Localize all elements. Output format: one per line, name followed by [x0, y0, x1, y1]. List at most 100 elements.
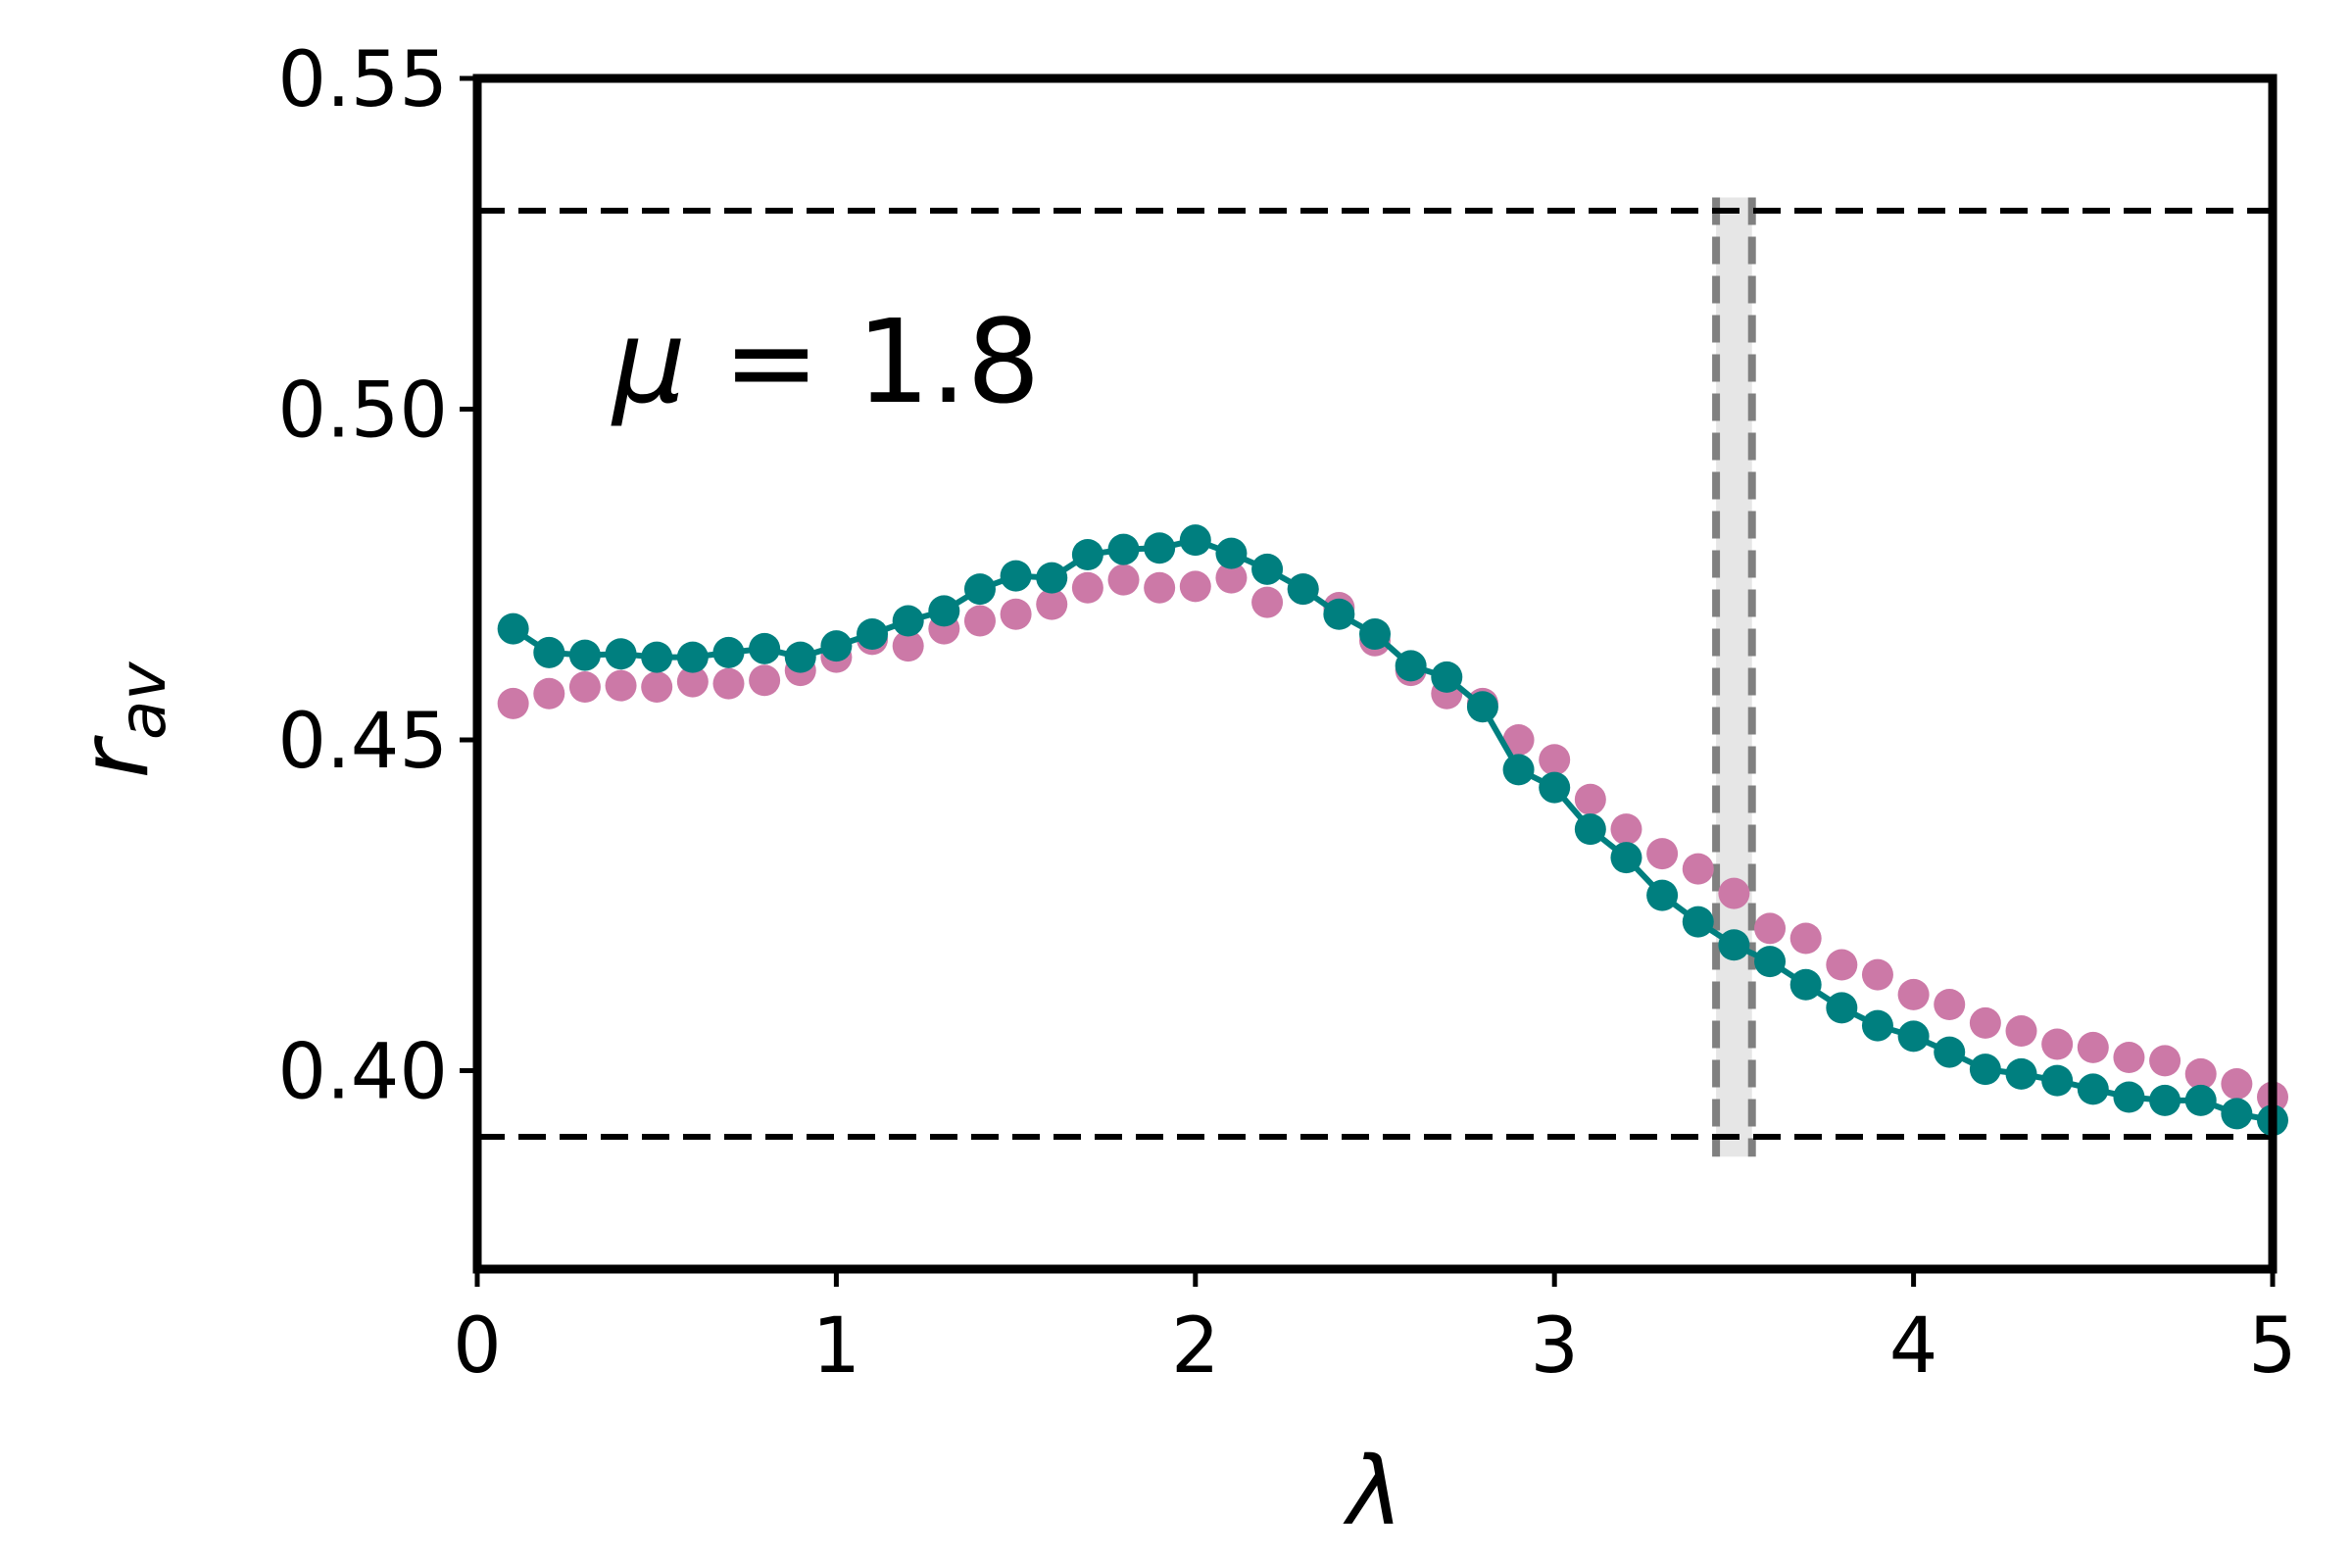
x-tick-label: 4	[1889, 1302, 1938, 1391]
series-0-point	[1718, 877, 1750, 909]
series-1-point	[2005, 1057, 2037, 1090]
series-0-point	[1000, 598, 1032, 630]
series-1-point	[605, 638, 637, 670]
mu-value: 1.8	[857, 294, 1041, 429]
series-1-point	[533, 636, 565, 668]
series-0-point	[1861, 958, 1893, 991]
series-0-point	[892, 630, 924, 662]
series-0-point	[533, 677, 565, 710]
series-1-point	[892, 605, 924, 637]
series-1-point	[497, 612, 529, 645]
series-0-point	[641, 671, 673, 703]
x-tick-label: 5	[2248, 1302, 2297, 1391]
series-1-point	[1826, 992, 1858, 1024]
mu-equals: =	[686, 294, 857, 429]
series-1-point	[1179, 524, 1211, 557]
y-tick-label: 0.55	[277, 36, 448, 124]
series-1-point	[641, 641, 673, 673]
series-1-point	[2077, 1073, 2109, 1105]
vertical-band-layer	[1712, 197, 1756, 1157]
series-0-point	[1107, 564, 1140, 596]
series-0-point	[1897, 978, 1930, 1010]
plot-frame	[472, 74, 2278, 1274]
series-1-point	[2149, 1084, 2181, 1116]
series-0-point	[1969, 1006, 2001, 1039]
series-0-point	[1754, 912, 1787, 945]
series-0-point	[2113, 1042, 2145, 1073]
series-1-point	[1646, 879, 1679, 911]
x-tick-label: 1	[812, 1302, 861, 1391]
series-0-point	[1144, 571, 1176, 604]
series-1-point	[1144, 532, 1176, 564]
series-1-point	[1431, 661, 1463, 693]
series-0-point	[712, 667, 745, 700]
series-1-point	[568, 639, 601, 671]
series-0-point	[568, 671, 601, 703]
series-0-point	[1934, 989, 1966, 1020]
y-tick-label: 0.40	[277, 1029, 448, 1117]
series-1-point	[1934, 1036, 1966, 1068]
series-1-point	[1754, 946, 1787, 978]
series-0-point	[2149, 1045, 2181, 1077]
series-1-point	[1215, 537, 1248, 569]
series-1-point	[820, 630, 853, 662]
series-0-point	[676, 665, 709, 698]
series-1-point	[1071, 539, 1103, 570]
series-0-point	[2005, 1015, 2037, 1047]
series-1-point	[712, 636, 745, 668]
series-1-point	[857, 618, 889, 650]
series-0-point	[2077, 1031, 2109, 1063]
reference-lines-layer	[477, 208, 2273, 1140]
series-0-point	[749, 664, 781, 697]
series-1-point	[749, 632, 781, 664]
series-0-point	[963, 605, 996, 637]
series-0-point	[1539, 744, 1571, 776]
series-1-point	[1287, 573, 1319, 606]
series-0-point	[1826, 949, 1858, 981]
series-1-point	[2221, 1098, 2253, 1130]
series-0-point	[1251, 586, 1284, 618]
x-axis-label: λ	[1343, 1437, 1403, 1546]
series-1-point	[2113, 1081, 2145, 1113]
series-1-point	[784, 641, 816, 673]
series-1-point	[1000, 560, 1032, 592]
y-axis-label-sub: av	[105, 662, 180, 740]
series-0-point	[1179, 570, 1211, 603]
series-0-point	[497, 687, 529, 719]
series-0-point	[1574, 783, 1606, 815]
series-0-point	[2184, 1057, 2217, 1090]
series-0-point	[2221, 1068, 2253, 1100]
series-0-point	[1789, 922, 1822, 955]
series-0-point	[1502, 724, 1535, 756]
series-0-point	[1036, 588, 1068, 620]
series-1-point	[1718, 929, 1750, 961]
vband-fill	[1716, 197, 1752, 1157]
series-1-point	[1466, 691, 1498, 723]
y-axis-label-main: r	[60, 734, 170, 778]
series-1-point	[1969, 1054, 2001, 1086]
series-1-point	[928, 595, 960, 627]
series-1-point	[1897, 1020, 1930, 1053]
series-1-point	[1107, 533, 1140, 565]
series-layer	[497, 524, 2288, 1137]
series-1-point	[1789, 968, 1822, 1001]
series-1-point	[1574, 813, 1606, 846]
x-tick-label: 2	[1171, 1302, 1220, 1391]
y-tick-label: 0.50	[277, 368, 448, 456]
series-1-point	[1610, 842, 1642, 874]
series-1-point	[963, 573, 996, 606]
series-0-point	[2041, 1028, 2074, 1060]
mu-symbol: μ	[611, 294, 686, 429]
series-1-point	[1861, 1009, 1893, 1042]
series-1-point	[1036, 562, 1068, 594]
series-0-point	[1215, 562, 1248, 594]
series-0-point	[1682, 853, 1714, 885]
x-tick-label: 0	[453, 1302, 502, 1391]
series-1-point	[1682, 906, 1714, 938]
series-0-point	[1610, 813, 1642, 846]
series-1-point	[676, 641, 709, 673]
series-1-point	[1251, 553, 1284, 585]
series-1-point	[1359, 618, 1391, 650]
series-0-point	[1071, 571, 1103, 604]
